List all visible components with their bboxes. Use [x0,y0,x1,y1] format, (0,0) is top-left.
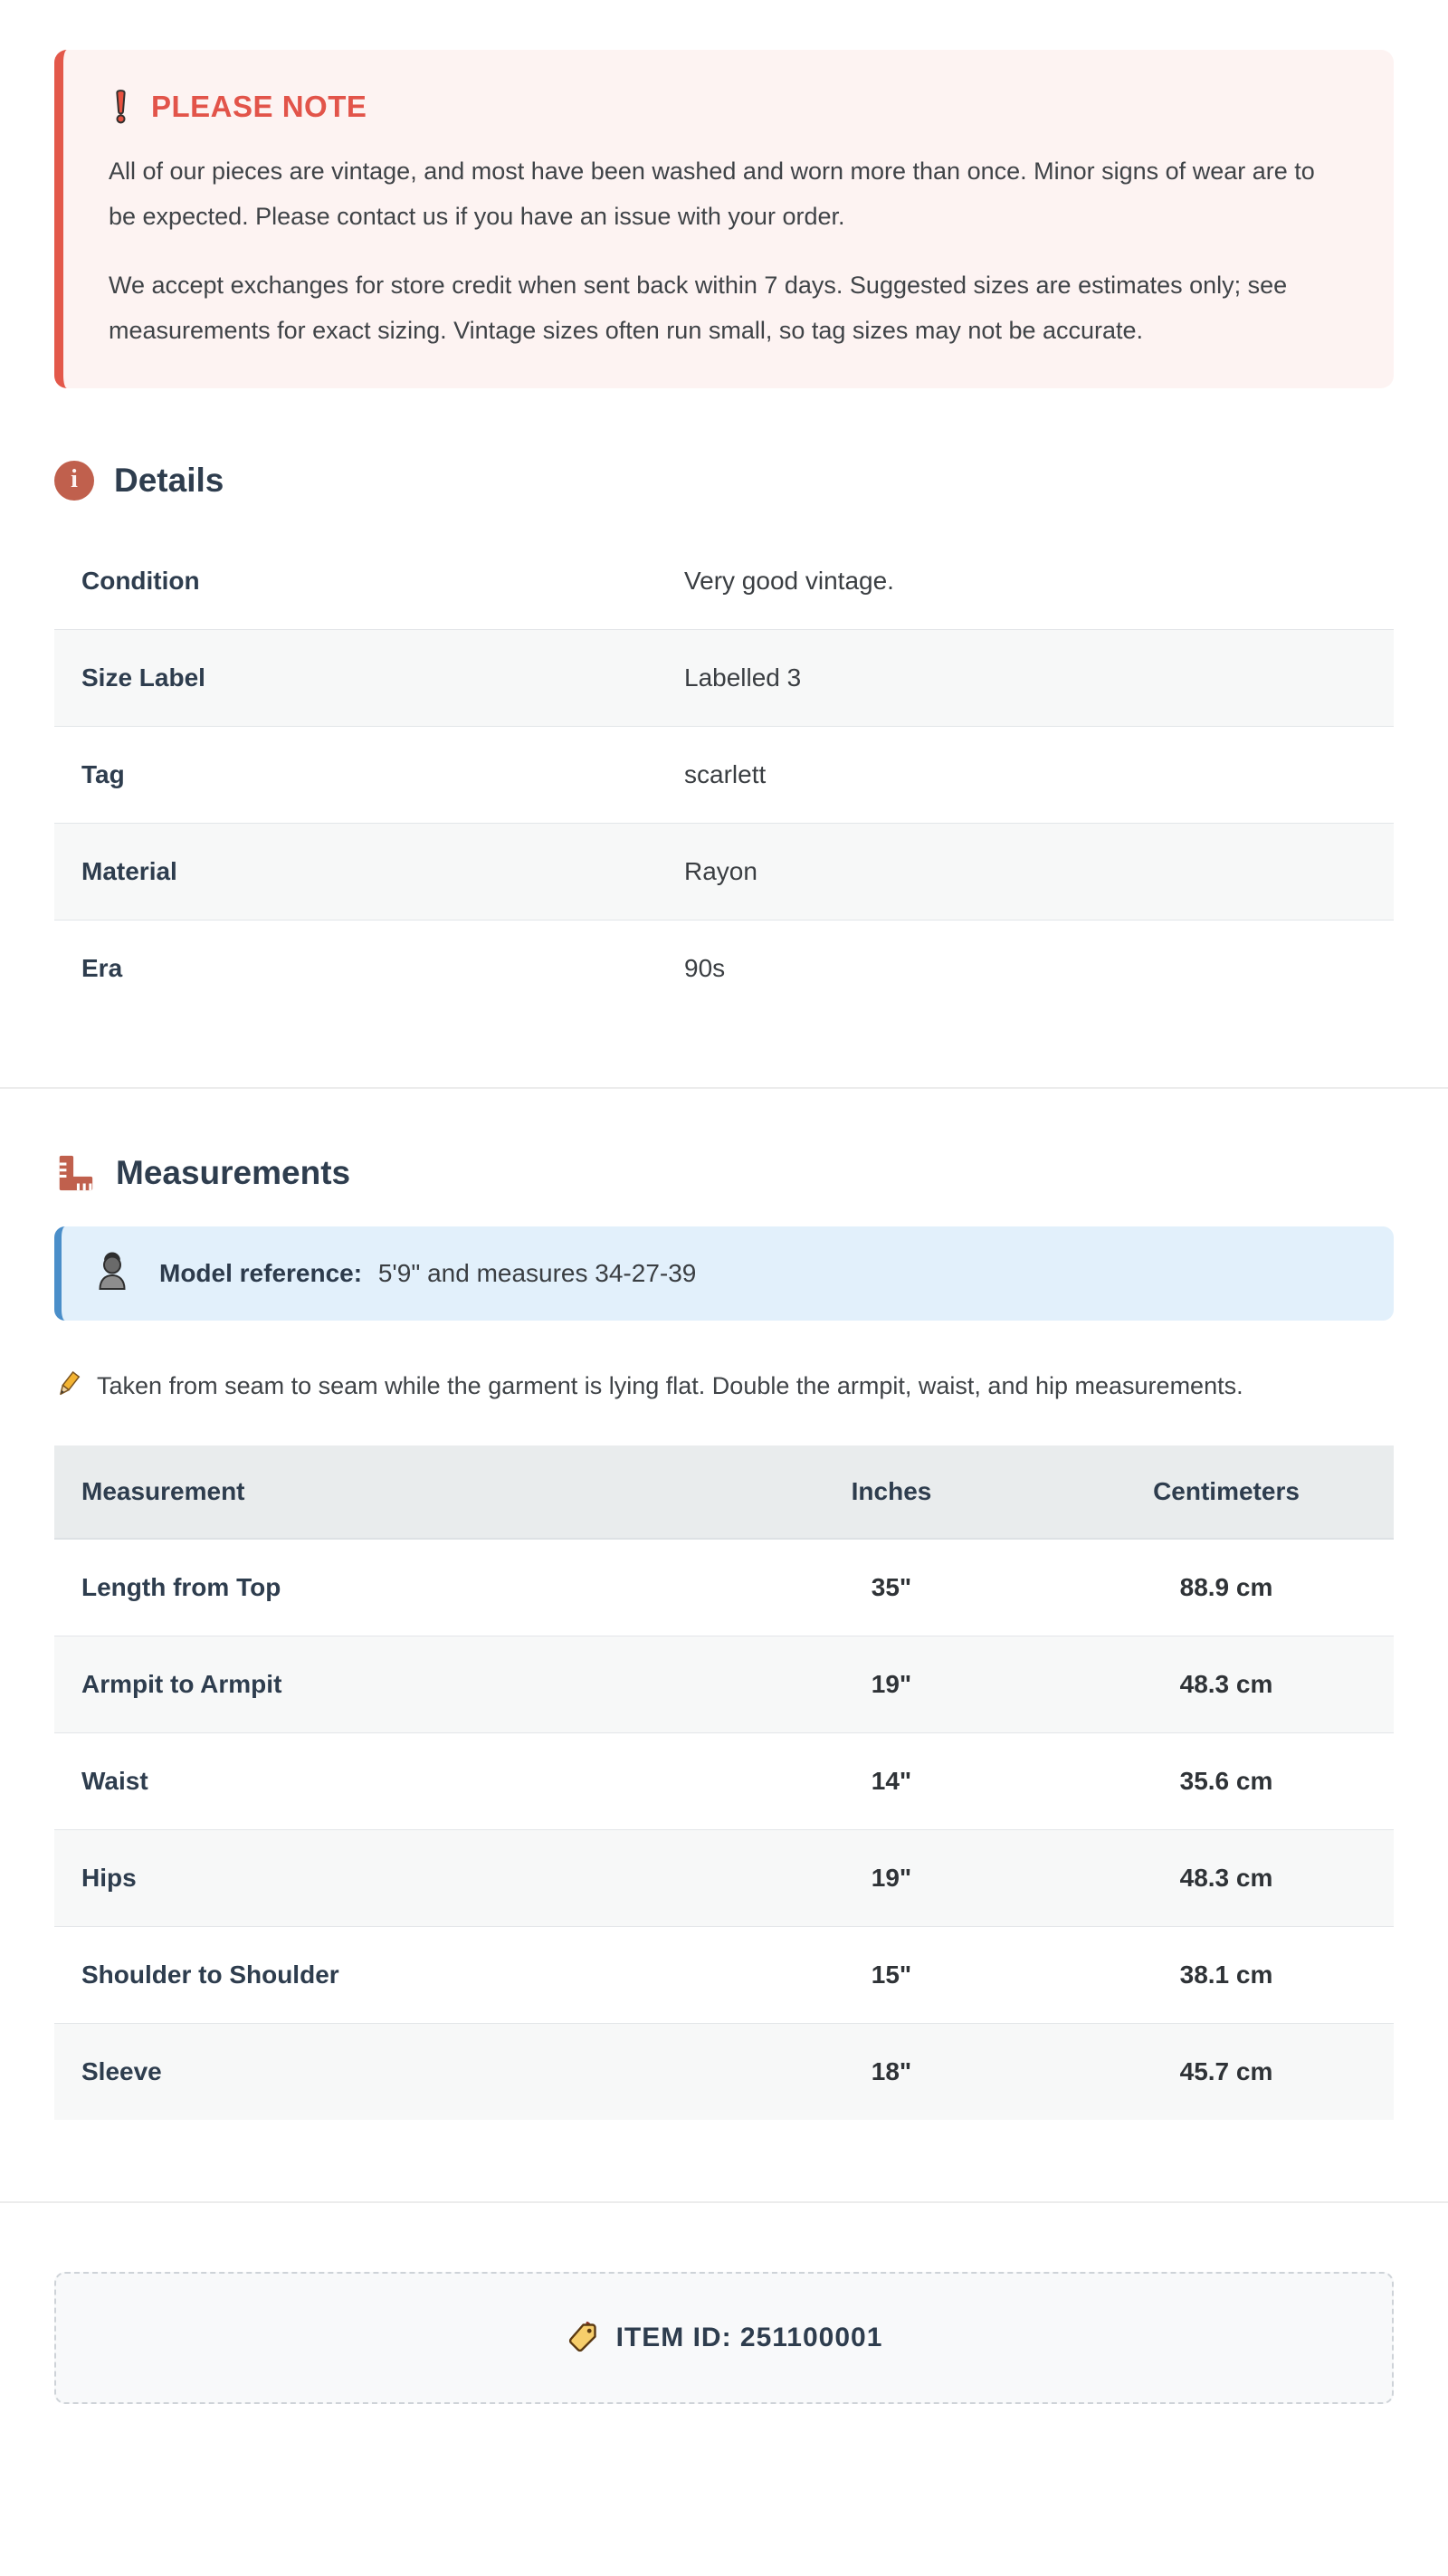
details-row: Condition Very good vintage. [54,533,1394,630]
measurement-inches: 35" [871,1572,912,1601]
measurement-cm: 48.3 cm [1179,1863,1273,1892]
measurement-label: Armpit to Armpit [81,1669,282,1698]
measurements-header-row: Measurement Inches Centimeters [54,1445,1394,1540]
header-centimeters: Centimeters [1059,1445,1394,1540]
footer-divider [0,2200,1448,2203]
section-divider [0,1086,1448,1089]
details-label: Condition [81,566,200,595]
details-value: Rayon [684,856,757,885]
measurements-section: Measurements Model reference: 5'9" and m… [54,1152,1394,2120]
measurement-label: Sleeve [81,2056,162,2085]
measurements-heading: Measurements [54,1152,1394,1194]
measurement-row: Armpit to Armpit 19" 48.3 cm [54,1636,1394,1733]
tag-icon [568,2321,596,2352]
measurement-label: Length from Top [81,1572,281,1601]
model-reference-callout: Model reference: 5'9" and measures 34-27… [54,1226,1394,1321]
model-reference-label: Model reference: [159,1258,363,1287]
note-paragraph-1: All of our pieces are vintage, and most … [109,157,1315,230]
details-row: Material Rayon [54,823,1394,921]
details-label: Size Label [81,663,205,692]
measuring-note: Taken from seam to seam while the garmen… [54,1364,1276,1409]
details-title-text: Details [114,461,224,499]
measurement-inches: 19" [871,1863,912,1892]
header-measurement: Measurement [54,1445,724,1540]
details-label: Era [81,953,123,982]
info-icon: i [54,460,94,501]
item-id-text: ITEM ID: 251100001 [615,2322,883,2352]
measurement-row: Length from Top 35" 88.9 cm [54,1539,1394,1636]
note-title-text: PLEASE NOTE [151,90,367,123]
details-label: Tag [81,759,125,788]
measurement-cm: 48.3 cm [1179,1669,1273,1698]
measurement-inches: 18" [871,2056,912,2085]
details-section: i Details Condition Very good vintage. S… [54,460,1394,1016]
measurement-label: Hips [81,1863,137,1892]
measurements-title-text: Measurements [116,1153,351,1191]
measurement-cm: 35.6 cm [1179,1766,1273,1795]
details-value: 90s [684,953,726,982]
measurement-row: Hips 19" 48.3 cm [54,1829,1394,1927]
details-value: Very good vintage. [684,566,894,595]
model-reference-text: Model reference: 5'9" and measures 34-27… [159,1259,696,1288]
measurement-label: Waist [81,1766,148,1795]
details-row: Era 90s [54,920,1394,1016]
details-label: Material [81,856,177,885]
note-paragraph-2: We accept exchanges for store credit whe… [109,271,1288,344]
measurement-inches: 19" [871,1669,912,1698]
details-row: Tag scarlett [54,726,1394,823]
exclamation-icon [116,90,126,124]
measurement-cm: 45.7 cm [1179,2056,1273,2085]
ruler-square-icon [59,1155,93,1190]
details-heading: i Details [54,460,1394,501]
details-value: scarlett [684,759,767,788]
please-note-callout: PLEASE NOTE All of our pieces are vintag… [54,50,1394,388]
product-info-page: PLEASE NOTE All of our pieces are vintag… [0,50,1448,2404]
item-id-box: ITEM ID: 251100001 [54,2271,1394,2404]
measurement-cm: 38.1 cm [1179,1960,1273,1989]
details-row: Size Label Labelled 3 [54,629,1394,727]
please-note-heading: PLEASE NOTE [109,90,1347,124]
measurement-row: Shoulder to Shoulder 15" 38.1 cm [54,1926,1394,2023]
measuring-note-text: Taken from seam to seam while the garmen… [97,1371,1243,1399]
measurement-inches: 14" [871,1766,912,1795]
bust-icon [99,1252,126,1290]
details-table: Condition Very good vintage. Size Label … [54,533,1394,1016]
measurement-inches: 15" [871,1960,912,1989]
measurement-row: Waist 14" 35.6 cm [54,1732,1394,1829]
header-inches: Inches [724,1445,1059,1540]
measurements-table: Measurement Inches Centimeters Length fr… [54,1445,1394,2120]
measurement-row: Sleeve 18" 45.7 cm [54,2023,1394,2120]
pencil-icon [60,1370,81,1395]
model-reference-value: 5'9" and measures 34-27-39 [377,1258,697,1287]
measurement-label: Shoulder to Shoulder [81,1960,339,1989]
measurement-cm: 88.9 cm [1179,1572,1273,1601]
details-value: Labelled 3 [684,663,802,692]
